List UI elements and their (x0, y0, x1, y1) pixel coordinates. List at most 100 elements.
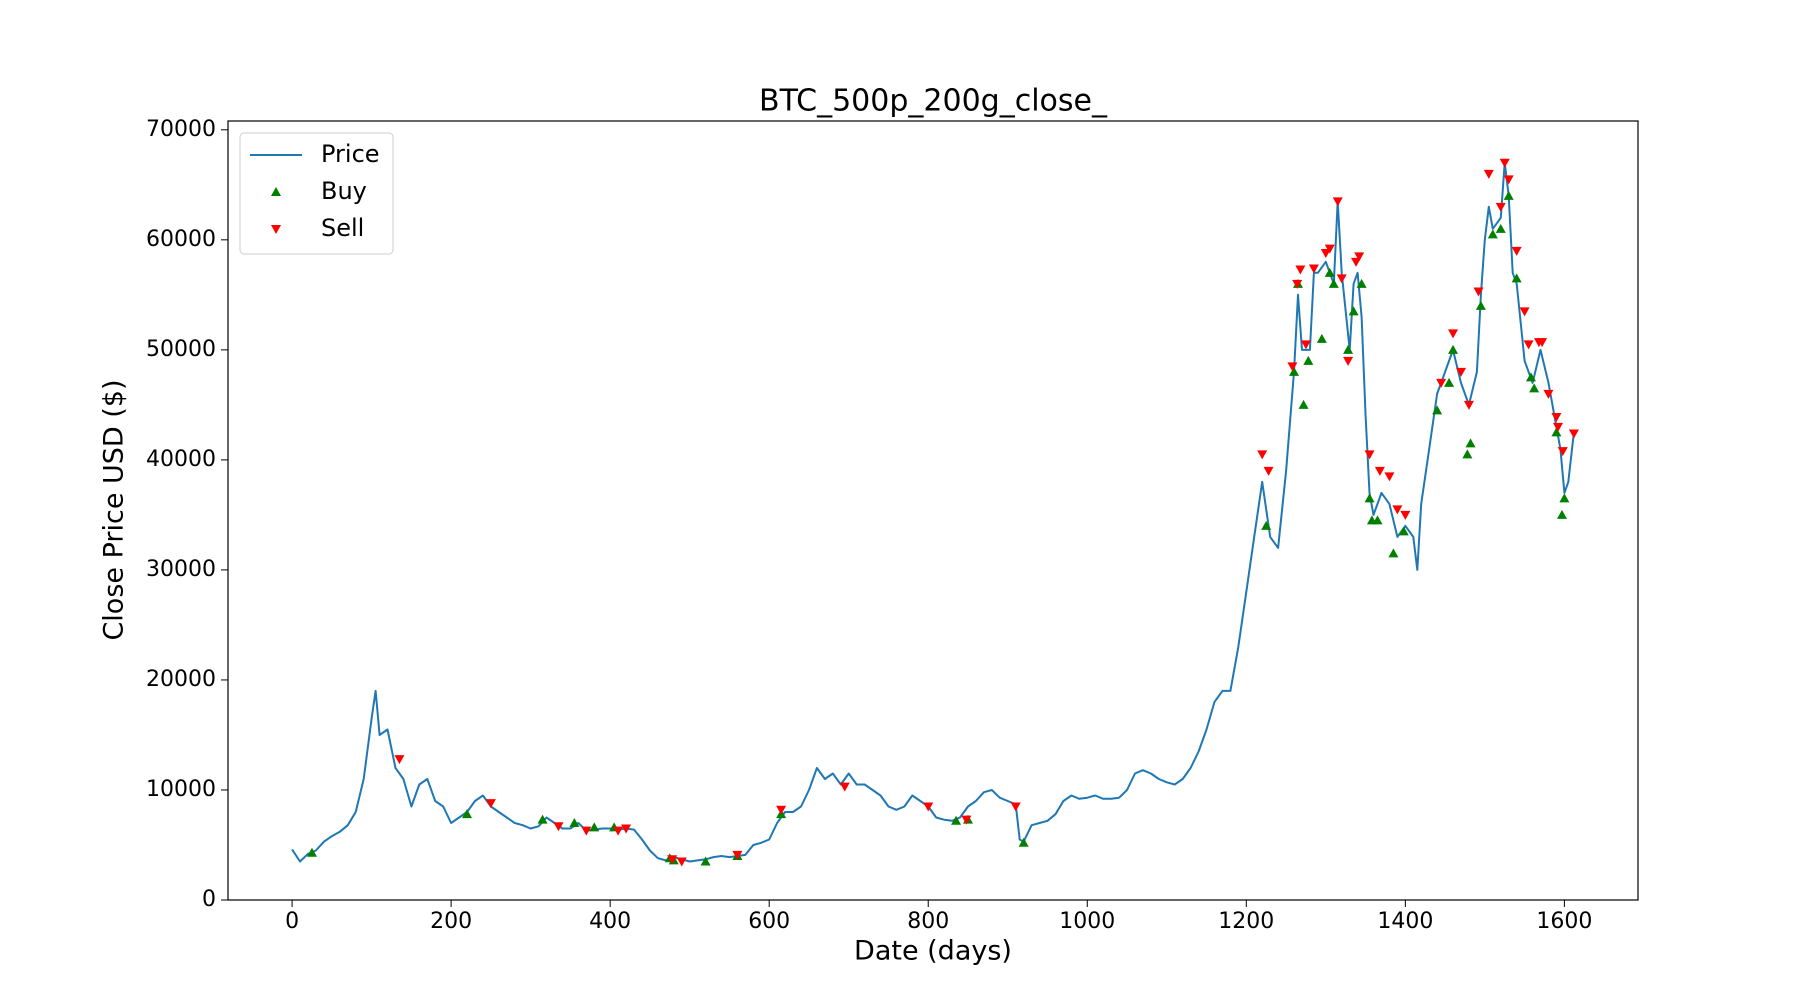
x-tick-label: 1600 (1536, 909, 1592, 934)
signal-marker (1495, 223, 1506, 233)
signal-marker (1336, 274, 1347, 284)
signal-marker (1303, 355, 1314, 365)
price-line (291, 161, 1575, 863)
signal-marker (1537, 338, 1548, 348)
signal-marker (1364, 493, 1375, 503)
signal-marker (1372, 515, 1383, 525)
signal-marker (776, 805, 787, 815)
signal-marker (1568, 429, 1579, 439)
y-tick-label: 70000 (146, 117, 216, 142)
signal-marker (1332, 197, 1343, 207)
legend-swatch (271, 187, 281, 196)
signal-marker (1354, 252, 1365, 262)
signal-marker (1465, 438, 1476, 448)
signal-marker (1495, 202, 1506, 212)
signal-marker (1455, 367, 1466, 377)
signal-marker (1523, 340, 1534, 350)
signal-marker (1444, 377, 1455, 387)
signal-marker (1287, 362, 1298, 372)
signal-marker (667, 855, 678, 865)
signal-marker (1487, 229, 1498, 239)
signal-marker (1289, 366, 1300, 376)
signal-marker (1343, 344, 1354, 354)
signal-marker (1295, 265, 1306, 275)
signal-marker (1432, 405, 1443, 415)
signal-marker (1511, 273, 1522, 283)
signal-marker (1263, 466, 1274, 476)
signal-marker (589, 822, 600, 832)
x-tick-label: 200 (430, 909, 472, 934)
signal-marker (1436, 378, 1447, 388)
signal-marker (1328, 278, 1339, 288)
signal-marker (1448, 344, 1459, 354)
signal-marker (1448, 329, 1459, 339)
legend-swatch (271, 225, 281, 234)
legend-label: Buy (321, 177, 367, 205)
signal-marker (1473, 287, 1484, 297)
signal-marker (1559, 493, 1570, 503)
signal-marker (1503, 190, 1514, 200)
signal-marker (1010, 802, 1021, 812)
signal-marker (621, 824, 632, 834)
signal-marker (1499, 158, 1510, 168)
signal-marker (1348, 306, 1359, 316)
signal-marker (839, 782, 850, 792)
signal-marker (1551, 427, 1562, 437)
x-tick-label: 1200 (1218, 909, 1274, 934)
x-tick-label: 600 (748, 909, 790, 934)
signal-marker (537, 814, 548, 824)
x-tick-label: 400 (589, 909, 631, 934)
y-tick-label: 50000 (146, 337, 216, 362)
signal-marker (462, 809, 473, 819)
signal-marker (394, 755, 405, 765)
x-tick-label: 1400 (1377, 909, 1433, 934)
signal-marker (1511, 246, 1522, 256)
signal-marker (1551, 412, 1562, 422)
signal-marker (1400, 510, 1411, 520)
signal-marker (1320, 249, 1331, 259)
y-tick-label: 10000 (146, 777, 216, 802)
signal-marker (553, 822, 564, 832)
signal-marker (700, 856, 711, 866)
legend-label: Sell (321, 214, 364, 242)
x-tick-label: 800 (907, 909, 949, 934)
signal-marker (1364, 450, 1375, 460)
signal-marker (1343, 356, 1354, 366)
signal-marker (1324, 267, 1335, 277)
signal-marker (1384, 472, 1395, 482)
x-tick-label: 0 (285, 909, 299, 934)
signal-marker (732, 850, 743, 860)
signal-marker (1462, 449, 1473, 459)
signal-marker (1475, 300, 1486, 310)
signal-marker (1525, 372, 1536, 382)
signal-marker (951, 815, 962, 825)
signal-marker (569, 817, 580, 827)
signal-marker (676, 857, 687, 867)
signal-marker (1529, 383, 1540, 393)
signal-marker (1543, 389, 1554, 399)
signal-marker (1292, 279, 1303, 289)
signal-marker (1388, 548, 1399, 558)
signal-marker (1308, 264, 1319, 274)
legend-box (239, 132, 394, 255)
y-axis-label: Close Price USD ($) (99, 379, 130, 640)
signal-marker (581, 826, 592, 836)
signal-marker (1503, 175, 1514, 185)
signal-marker (1300, 340, 1311, 350)
signal-marker (1257, 450, 1268, 460)
y-tick-label: 30000 (146, 557, 216, 582)
signal-marker (1356, 278, 1367, 288)
x-axis-label: Date (days) (854, 936, 1012, 967)
signal-marker (1324, 244, 1335, 254)
axes-frame (227, 120, 1639, 901)
signal-marker (1553, 422, 1564, 432)
signal-marker (1556, 509, 1567, 519)
signal-marker (1316, 333, 1327, 343)
y-tick-label: 60000 (146, 227, 216, 252)
signal-marker (1261, 520, 1272, 530)
signal-marker (961, 815, 972, 825)
signal-marker (1374, 466, 1385, 476)
signal-marker (1557, 447, 1568, 457)
signal-marker (1392, 505, 1403, 515)
